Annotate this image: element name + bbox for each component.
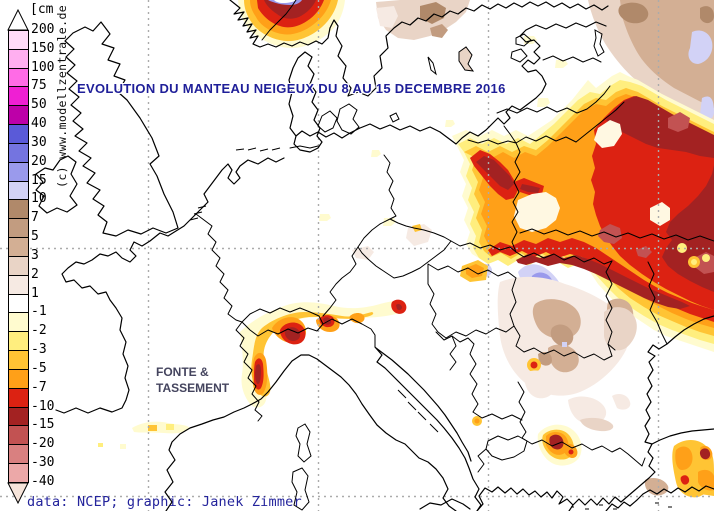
colorbar-band bbox=[8, 86, 29, 106]
pyrenees-melt-strip bbox=[98, 421, 190, 449]
coast-black-sea bbox=[644, 315, 714, 445]
colorbar-tick: 50 bbox=[31, 97, 47, 113]
colorbar-band bbox=[8, 143, 29, 163]
border-poland-belarus bbox=[511, 142, 521, 253]
colorbar-tick: 150 bbox=[31, 40, 55, 56]
colorbar-tick: -20 bbox=[31, 436, 55, 452]
colorbar-tick: -40 bbox=[31, 473, 55, 489]
colorbar-band bbox=[8, 68, 29, 87]
colorbar-tick: 10 bbox=[31, 191, 47, 207]
colorbar-band bbox=[8, 181, 29, 200]
colorbar-unit-label: [cm bbox=[30, 2, 54, 17]
border-germany-poland bbox=[383, 154, 397, 220]
colorbar-band bbox=[8, 218, 29, 238]
colorbar-band bbox=[8, 369, 29, 389]
snow-depth-colorbar: [cm 200 150 100 75 50 40 30 20 15 10 7 5 3 2 1 -1 -2 -3 -5… bbox=[0, 0, 62, 511]
colorbar-tick: 40 bbox=[31, 116, 47, 132]
colorbar-tick: 30 bbox=[31, 134, 47, 150]
annotation-line2: TASSEMENT bbox=[156, 381, 230, 395]
border-ukraine-belarus bbox=[519, 228, 714, 242]
coastlines bbox=[35, 0, 714, 511]
colorbar-tick: -2 bbox=[31, 323, 47, 339]
colorbar-tick: 75 bbox=[31, 78, 47, 94]
colorbar-band bbox=[8, 162, 29, 182]
colorbar-band bbox=[8, 312, 29, 332]
colorbar-tick: 7 bbox=[31, 210, 39, 226]
corsica-sardinia bbox=[291, 423, 312, 511]
fonte-tassement-label: FONTE & TASSEMENT bbox=[156, 364, 229, 396]
colorbar-tick: -3 bbox=[31, 342, 47, 358]
colorbar-band bbox=[8, 49, 29, 69]
colorbar-tick: 5 bbox=[31, 229, 39, 245]
colorbar-arrow-down bbox=[7, 482, 29, 504]
colorbar-band bbox=[8, 425, 29, 445]
border-macedonia bbox=[485, 435, 528, 461]
colorbar-tick: 1 bbox=[31, 285, 39, 301]
lake-peipus bbox=[593, 29, 605, 57]
colorbar-tick: -15 bbox=[31, 417, 55, 433]
colorbar-band bbox=[8, 105, 29, 125]
colorbar-band bbox=[8, 331, 29, 351]
balkan-melt-spot bbox=[537, 424, 582, 466]
coast-adriatic-east bbox=[374, 346, 482, 511]
colorbar-band bbox=[8, 463, 29, 483]
coast-greece bbox=[476, 428, 714, 511]
annotation-line1: FONTE & bbox=[156, 365, 209, 379]
coast-mediterranean bbox=[164, 354, 457, 511]
border-czech bbox=[357, 218, 452, 279]
colorbar-tick: 100 bbox=[31, 59, 55, 75]
border-hungary bbox=[427, 263, 517, 339]
colorbar-tick: 3 bbox=[31, 247, 39, 263]
colorbar-tick: 2 bbox=[31, 266, 39, 282]
coast-ireland bbox=[35, 155, 78, 214]
coast-west-europe bbox=[55, 157, 285, 414]
colorbar-tick: -30 bbox=[31, 455, 55, 471]
colorbar-band bbox=[8, 350, 29, 370]
border-carpathian bbox=[450, 240, 613, 265]
colorbar-tick: 20 bbox=[31, 153, 47, 169]
colorbar-tick: -7 bbox=[31, 379, 47, 395]
colorbar-band bbox=[8, 275, 29, 295]
region-fills bbox=[98, 0, 714, 498]
colorbar-arrow-up bbox=[7, 9, 29, 31]
colorbar-tick: 200 bbox=[31, 22, 55, 37]
colorbar-tick: -5 bbox=[31, 360, 47, 376]
coast-scandinavia bbox=[229, 0, 609, 97]
colorbar-tick: -1 bbox=[31, 304, 47, 320]
border-bulgaria-greece bbox=[521, 437, 646, 467]
colorbar-tick: -10 bbox=[31, 398, 55, 414]
colorbar-band bbox=[8, 124, 29, 144]
colorbar-band bbox=[8, 294, 29, 313]
colorbar-band bbox=[8, 237, 29, 257]
data-credit-caption: data: NCEP; graphic: Janek Zimmer bbox=[27, 494, 302, 510]
colorbar-tick: 15 bbox=[31, 172, 47, 188]
colorbar-band bbox=[8, 388, 29, 408]
turkey-melt-cluster bbox=[580, 417, 714, 498]
colorbar-band bbox=[8, 256, 29, 276]
coast-great-britain bbox=[64, 21, 179, 237]
map-title: EVOLUTION DU MANTEAU NEIGEUX DU 8 AU 15 … bbox=[77, 81, 506, 96]
alps-melt-chain bbox=[240, 299, 407, 408]
colorbar-band bbox=[8, 444, 29, 464]
colorbar-band bbox=[8, 407, 29, 426]
border-danube bbox=[513, 325, 613, 361]
colorbar-band bbox=[8, 199, 29, 219]
border-romania-east bbox=[605, 260, 616, 351]
colorbar-band bbox=[8, 30, 29, 50]
country-borders bbox=[195, 0, 714, 473]
coast-jutland bbox=[288, 51, 323, 153]
